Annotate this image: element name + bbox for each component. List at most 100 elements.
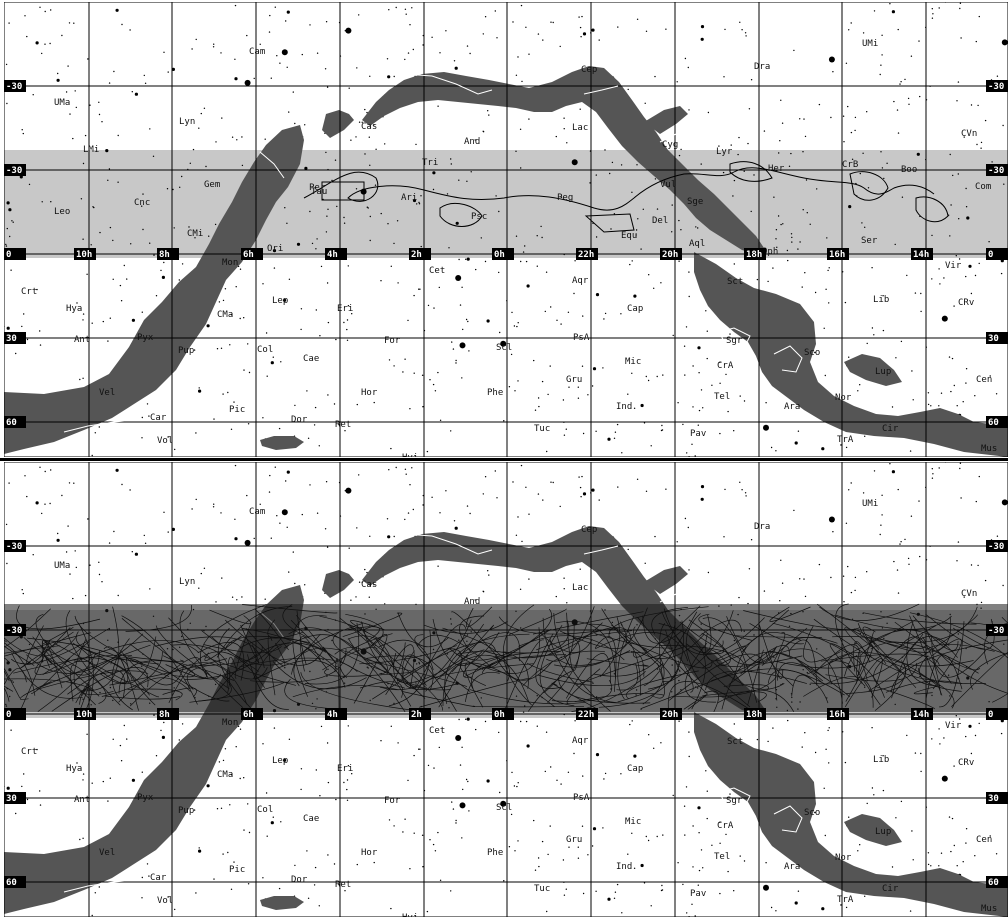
star: [10, 729, 12, 731]
star: [779, 140, 781, 142]
star: [906, 734, 908, 737]
star: [368, 596, 370, 598]
star: [827, 729, 829, 732]
star: [563, 588, 565, 590]
star: [465, 718, 467, 720]
star: [577, 386, 579, 388]
star: [579, 108, 581, 110]
star: [44, 503, 46, 505]
star: [241, 136, 243, 138]
constellation-label: Peg: [557, 193, 573, 203]
constellation-label: Pup: [178, 806, 194, 816]
star: [234, 537, 238, 541]
star: [167, 71, 169, 73]
star: [218, 301, 221, 303]
star: [283, 758, 287, 762]
constellation-label: Crt: [21, 747, 37, 757]
star: [5, 523, 8, 526]
star: [748, 568, 751, 570]
star: [908, 563, 910, 565]
star: [19, 175, 23, 179]
star: [91, 454, 93, 457]
star: [117, 594, 119, 597]
star: [248, 371, 251, 374]
star: [528, 578, 530, 580]
star: [61, 34, 63, 37]
star: [279, 522, 281, 524]
star: [698, 372, 700, 374]
star: [1002, 124, 1004, 127]
constellation-label: TrA: [837, 435, 854, 445]
star: [167, 436, 169, 438]
constellation-label: Ori: [267, 244, 283, 254]
star: [143, 74, 145, 77]
star: [87, 518, 89, 520]
star: [882, 755, 884, 757]
constellation-label: PsA: [573, 333, 590, 343]
constellation-label: CRv: [958, 758, 974, 768]
star: [482, 493, 484, 495]
star: [662, 374, 664, 376]
star: [120, 300, 123, 302]
star: [842, 115, 845, 117]
star: [832, 71, 834, 73]
star: [467, 780, 469, 783]
star: [454, 66, 458, 70]
star: [222, 759, 225, 762]
star: [494, 10, 496, 12]
star: [390, 725, 392, 727]
constellation-figure: [403, 73, 493, 95]
star: [960, 37, 962, 39]
star: [672, 334, 674, 337]
star: [90, 244, 92, 246]
star: [513, 785, 516, 787]
star: [620, 773, 622, 775]
constellation-label: Eri: [337, 764, 353, 774]
star: [21, 785, 23, 788]
star: [91, 914, 93, 917]
star: [26, 338, 29, 341]
star: [988, 241, 990, 243]
star: [333, 863, 336, 865]
star: [369, 164, 371, 166]
star: [706, 817, 708, 820]
star: [692, 825, 694, 827]
constellation-label: CMa: [217, 310, 233, 320]
star: [520, 4, 523, 7]
star: [468, 350, 470, 352]
star: [194, 237, 196, 239]
star: [439, 52, 441, 54]
star: [246, 34, 248, 37]
star: [1001, 499, 1008, 506]
constellation-label: Lup: [875, 367, 891, 377]
constellation-label: Ret: [335, 880, 351, 890]
star: [520, 260, 522, 263]
star: [595, 236, 598, 238]
star: [498, 210, 500, 213]
star: [920, 752, 922, 755]
star: [56, 78, 60, 82]
star: [733, 263, 735, 265]
constellation-figure: [63, 419, 135, 433]
constellation-label: Pav: [690, 429, 706, 439]
star: [141, 876, 143, 879]
star: [688, 271, 690, 273]
dec-label-box-right: [986, 416, 1008, 428]
star: [99, 231, 101, 234]
star: [387, 535, 391, 539]
star: [610, 228, 612, 230]
star: [814, 351, 816, 354]
star: [134, 552, 138, 556]
star: [881, 167, 884, 169]
star: [220, 512, 222, 514]
star: [533, 819, 535, 822]
star: [848, 205, 852, 209]
star: [343, 781, 345, 784]
star: [318, 445, 320, 447]
star: [432, 171, 436, 175]
star: [243, 317, 245, 319]
star: [680, 229, 682, 231]
constellation-label: CrB: [842, 160, 858, 170]
